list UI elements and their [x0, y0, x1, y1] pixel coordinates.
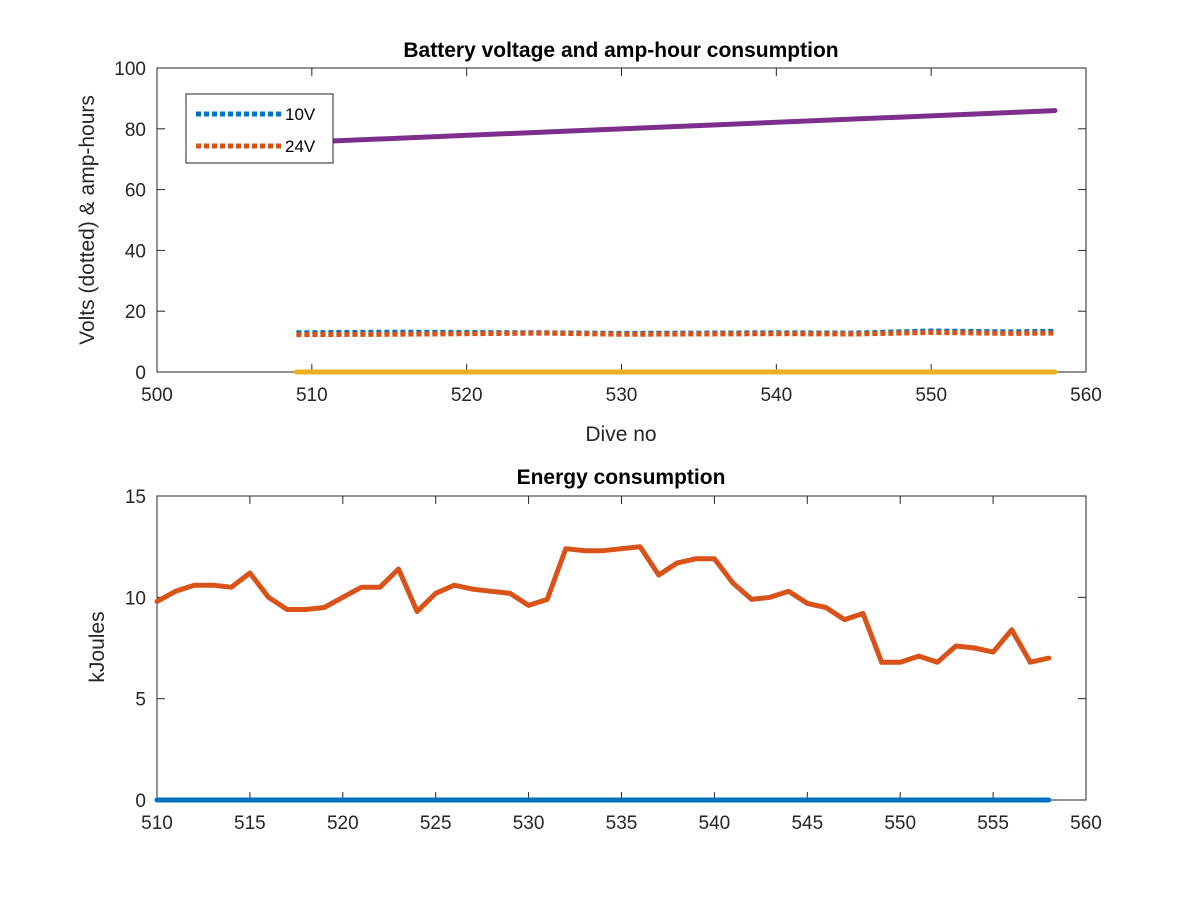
energy-x-tick-label: 530	[513, 813, 545, 834]
voltage-x-tick-label: 510	[296, 385, 328, 406]
voltage-chart-title: Battery voltage and amp-hour consumption	[403, 39, 838, 62]
voltage-x-tick-label: 540	[760, 385, 792, 406]
energy-x-tick-label: 520	[327, 813, 359, 834]
voltage-x-tick-label: 560	[1070, 385, 1102, 406]
voltage-y-tick-label: 80	[125, 120, 146, 141]
energy-chart-title: Energy consumption	[517, 466, 726, 489]
energy-x-tick-label: 545	[791, 813, 823, 834]
energy-panel: Energy consumption kJoules 510 515 520 525 5…	[86, 466, 1102, 834]
voltage-y-tick-label: 40	[125, 241, 146, 262]
voltage-y-tick-label: 60	[125, 181, 146, 202]
energy-axes-box	[156, 495, 1087, 801]
voltage-y-tick-label: 100	[114, 59, 146, 80]
energy-line-series-1	[154, 544, 1052, 665]
voltage-line-24v	[296, 330, 1056, 338]
energy-x-tick-label: 560	[1070, 813, 1102, 834]
energy-x-tick-label: 525	[420, 813, 452, 834]
voltage-legend-box	[185, 93, 334, 164]
energy-x-tick-label: 540	[699, 813, 731, 834]
voltage-line-series-2	[293, 108, 1058, 145]
voltage-y-tick-label: 0	[135, 363, 146, 384]
energy-x-tick-label: 535	[606, 813, 638, 834]
voltage-legend-label: 10V	[285, 105, 316, 124]
voltage-panel: Battery voltage and amp-hour consumption…	[76, 39, 1102, 446]
energy-x-tick-label: 515	[234, 813, 266, 834]
voltage-x-tick-label: 520	[451, 385, 483, 406]
energy-y-tick-label: 0	[135, 791, 146, 812]
energy-y-tick-label: 10	[125, 588, 146, 609]
voltage-x-tick-label: 500	[141, 385, 173, 406]
voltage-x-tick-label: 550	[915, 385, 947, 406]
energy-y-tick-label: 5	[135, 690, 146, 711]
energy-x-tick-label: 555	[977, 813, 1009, 834]
voltage-y-tick-label: 20	[125, 302, 146, 323]
energy-x-tick-label: 550	[884, 813, 916, 834]
voltage-y-axis-label: Volts (dotted) & amp-hours	[76, 95, 99, 345]
voltage-legend-label: 24V	[285, 137, 316, 156]
energy-y-tick-label: 15	[125, 487, 146, 508]
energy-y-axis-label: kJoules	[86, 611, 109, 682]
energy-x-tick-label: 510	[141, 813, 173, 834]
voltage-x-tick-label: 530	[606, 385, 638, 406]
voltage-x-axis-label: Dive no	[585, 423, 656, 446]
voltage-legend: 10V 24V	[185, 93, 334, 164]
